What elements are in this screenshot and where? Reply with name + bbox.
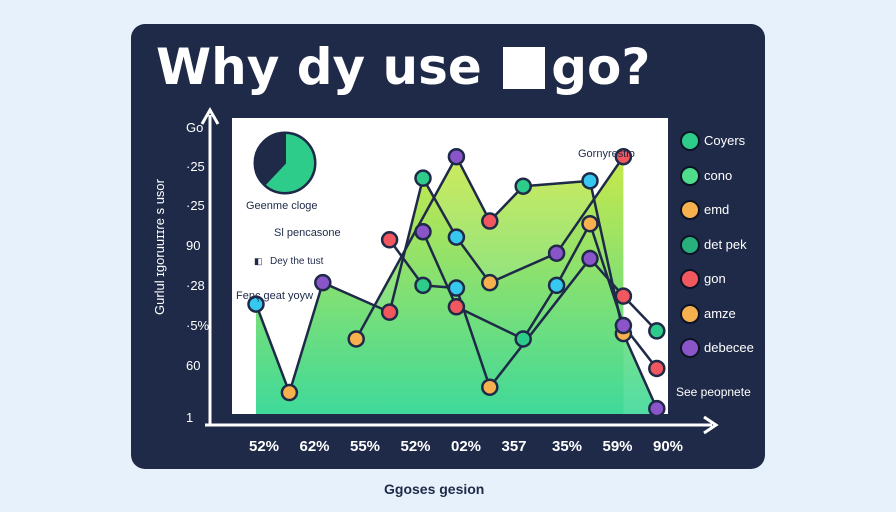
y-axis-label: Gurlul ɪgoruuɪɪɾe s usor — [152, 179, 167, 315]
data-point — [481, 212, 499, 230]
annotation-note2-marker: ◧ — [254, 256, 263, 266]
y-tick-label: 1 — [186, 410, 194, 425]
data-point — [581, 172, 599, 190]
x-tick-label: 62% — [299, 438, 330, 455]
legend-swatch — [680, 338, 700, 358]
y-tick-label: ·28 — [186, 278, 205, 293]
data-point — [648, 359, 666, 378]
data-point — [447, 228, 466, 246]
y-tick-label: ·5% — [186, 318, 210, 333]
x-tick-label: 90% — [653, 438, 684, 455]
data-point — [514, 330, 532, 348]
pie-slice — [263, 131, 316, 194]
title-square — [503, 47, 546, 89]
data-point — [447, 298, 466, 316]
legend-label: emd — [704, 202, 730, 217]
series-label: Gornyrestio — [578, 148, 635, 160]
legend-label: debecee — [704, 340, 754, 355]
x-axis-label: Ggoses gesion — [384, 481, 485, 497]
data-point — [614, 316, 633, 335]
legend-swatch — [680, 131, 700, 151]
pie-slice — [254, 131, 286, 187]
data-point — [481, 378, 499, 396]
data-point — [380, 303, 399, 321]
data-point — [514, 177, 532, 195]
legend-label: cono — [704, 167, 733, 183]
legend-label: gon — [704, 271, 726, 286]
data-point — [481, 273, 499, 292]
y-tick-label: 90 — [186, 238, 201, 253]
y-tick-label: ·25 — [186, 198, 205, 213]
legend-label: amze — [704, 305, 736, 321]
legend-swatch — [680, 200, 700, 220]
page-title: Why dy use go? — [156, 38, 651, 96]
y-tick-label: ·25 — [186, 159, 205, 174]
data-point — [648, 399, 666, 418]
x-tick-label: 52% — [400, 438, 431, 455]
y-tick-label: Go — [186, 120, 204, 135]
legend-swatch — [680, 234, 700, 255]
x-tick-label: 52% — [249, 438, 280, 455]
data-point — [614, 287, 633, 305]
data-point — [280, 383, 299, 402]
annotation-note3: Fenç geat yoyw — [236, 290, 314, 302]
annotation-note2: Dey the tust — [270, 256, 324, 267]
legend-label: Coyers — [704, 133, 746, 148]
data-point — [581, 249, 599, 268]
area-series-2 — [356, 156, 657, 414]
x-tick-label: 59% — [602, 438, 633, 455]
legend-swatch — [680, 269, 700, 289]
legend-label: det pek — [704, 236, 747, 252]
x-axis-arrow — [703, 415, 719, 435]
data-point — [314, 273, 332, 292]
y-axis-arrow — [200, 106, 220, 125]
data-point — [347, 330, 365, 348]
data-point — [247, 295, 265, 313]
y-tick-label: 60 — [186, 358, 201, 373]
data-point — [648, 322, 666, 340]
data-point — [614, 147, 633, 166]
legend-swatch — [680, 303, 700, 324]
pie-label: Geenme cloge — [246, 200, 318, 212]
legend-swatch — [680, 165, 700, 186]
data-point — [380, 231, 399, 249]
annotation-note1: Sl pencasone — [274, 227, 341, 239]
data-point — [547, 276, 566, 295]
annotation-note4: See peopnete — [676, 385, 751, 399]
x-tick-label: 357 — [501, 438, 527, 455]
x-tick-label: 35% — [552, 438, 583, 455]
x-tick-label: 02% — [451, 438, 482, 455]
area-layer — [256, 156, 657, 414]
point-layer — [247, 147, 666, 418]
data-point — [447, 279, 466, 297]
data-point — [414, 169, 432, 187]
data-point — [447, 147, 466, 166]
x-tick-label: 55% — [350, 438, 381, 455]
data-point — [547, 244, 566, 262]
data-point — [581, 214, 599, 233]
pie-chart — [253, 131, 317, 195]
data-point — [414, 223, 432, 241]
data-point — [414, 276, 432, 295]
